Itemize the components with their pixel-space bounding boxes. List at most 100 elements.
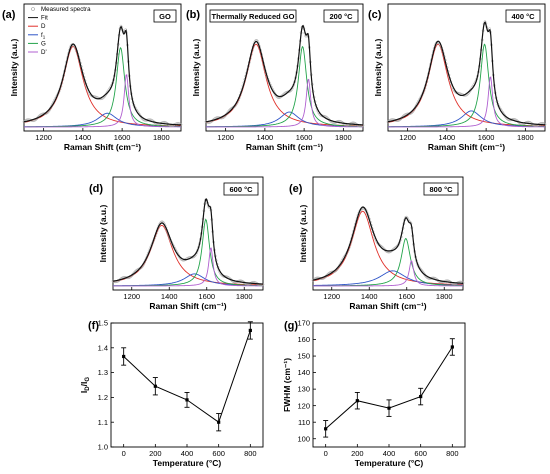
temperature-panel-g: 100 110 120 130 140 150 160 170 0 200 400 600 800 Tem… <box>282 319 466 468</box>
x-tick-label: 1600 <box>198 292 215 301</box>
data-point <box>324 427 328 431</box>
spectrum-panel-c: 1200 1400 1600 1800 Raman Shift (cm⁻¹) Intens… <box>368 3 547 152</box>
y-tick-label: 100 <box>297 434 310 443</box>
spectrum-panel-e: 1200 1400 1600 1800 Raman Shift (cm⁻¹) Intens… <box>289 176 465 311</box>
peak-curve-D <box>312 210 464 286</box>
fit-curve <box>312 206 464 284</box>
y-tick-label: 1.5 <box>98 319 108 328</box>
y-tick-label: 1.1 <box>98 418 108 427</box>
panel-label: (c) <box>368 9 382 21</box>
data-point <box>153 384 157 388</box>
sample-tag: 600 °C <box>229 185 253 194</box>
fit-curve <box>205 24 364 126</box>
panel-label: (g) <box>284 320 298 332</box>
plot-frame-a <box>23 3 182 132</box>
y-axis-title: FWHM (cm⁻¹) <box>282 358 292 412</box>
x-axis-title: Raman Shift (cm⁻¹) <box>246 142 323 152</box>
x-tick-label: 1800 <box>517 133 534 142</box>
peak-curve-Dprime <box>113 247 263 287</box>
subtitle-box <box>209 9 297 23</box>
x-tick-label: 600 <box>414 449 427 458</box>
x-tick-label: 400 <box>383 449 396 458</box>
x-tick-label: 1400 <box>257 133 274 142</box>
legend-label: Measured spectra <box>41 6 91 13</box>
x-tick-label: 1200 <box>123 292 140 301</box>
peak-curve-Dprime <box>24 74 182 128</box>
x-tick-label: 1200 <box>35 133 52 142</box>
peak-curve-D <box>112 224 264 286</box>
legend-label: D <box>41 23 46 30</box>
y-tick-label: 1.3 <box>98 368 108 377</box>
y-tick-label: 1.2 <box>98 393 108 402</box>
sample-tag-box <box>223 182 259 196</box>
x-tick-label: 1800 <box>335 133 352 142</box>
sample-tag-box <box>505 9 541 23</box>
y-tick-label: 1.0 <box>98 443 108 452</box>
sample-tag-box <box>153 9 177 23</box>
subtitle-text: Thermally Reduced GO <box>212 12 295 21</box>
x-tick-label: 1200 <box>399 133 416 142</box>
plot-frame-b <box>205 3 364 132</box>
sample-tag-box <box>323 9 359 23</box>
y-axis-title: Intensity (a.u.) <box>9 39 19 97</box>
legend-label: Fit <box>41 15 48 22</box>
y-axis-title-part: G <box>85 377 91 382</box>
y-axis-title-part: /I <box>79 382 89 387</box>
y-tick-label: 150 <box>297 352 310 361</box>
data-point <box>387 406 391 410</box>
x-tick-label: 1400 <box>361 292 378 301</box>
x-tick-label: 0 <box>122 449 126 458</box>
panel-label: (e) <box>289 183 303 195</box>
plot-frame-e <box>312 176 464 291</box>
panel-label: (d) <box>89 183 103 195</box>
x-axis-title: Raman Shift (cm⁻¹) <box>428 142 505 152</box>
y-tick-label: 160 <box>297 335 310 344</box>
data-point <box>355 399 359 403</box>
data-point <box>419 394 423 399</box>
sample-tag: GO <box>159 12 171 21</box>
sample-tag: 400 °C <box>511 12 535 21</box>
x-tick-label: 400 <box>181 449 194 458</box>
x-axis-title: Raman Shift (cm⁻¹) <box>64 142 141 152</box>
y-tick-label: 120 <box>297 401 310 410</box>
fit-curve <box>387 21 546 126</box>
legend-label: D' <box>41 49 47 56</box>
legend-label: f1 <box>41 32 46 40</box>
x-tick-label: 800 <box>446 449 459 458</box>
x-tick-label: 1400 <box>161 292 178 301</box>
data-point <box>450 345 454 349</box>
peak-curve-Dprime <box>205 78 364 128</box>
plot-frame-c <box>387 3 546 132</box>
peak-curve-Dprime <box>388 76 545 128</box>
panel-label: (f) <box>88 320 99 332</box>
x-tick-label: 1600 <box>398 292 415 301</box>
x-tick-label: 1600 <box>478 133 495 142</box>
x-tick-label: 1800 <box>436 292 453 301</box>
panel-label: (a) <box>2 9 16 21</box>
y-axis-title: Intensity (a.u.) <box>373 39 383 97</box>
y-axis-title-part: D <box>85 386 91 391</box>
y-axis-title: Intensity (a.u.) <box>191 39 201 97</box>
x-tick-label: 1800 <box>153 133 170 142</box>
x-tick-label: 1200 <box>217 133 234 142</box>
x-tick-label: 1200 <box>323 292 340 301</box>
sample-tag-box <box>423 182 459 196</box>
spectrum-panel-a: 1200 1400 1600 1800 Raman Shift (cm⁻¹) Intens… <box>2 3 183 152</box>
x-tick-label: 800 <box>244 449 257 458</box>
y-axis-title: Intensity (a.u.) <box>98 205 108 263</box>
fit-curve <box>23 25 182 126</box>
x-axis-title: Temperature (°C) <box>153 458 222 468</box>
temperature-panel-f: 1.0 1.1 1.2 1.3 1.4 1.5 0 200 400 600 800 Temperatu… <box>79 319 264 468</box>
x-tick-label: 200 <box>351 449 364 458</box>
plot-frame-d <box>112 176 264 291</box>
legend-label: G <box>41 40 46 47</box>
x-axis-title: Temperature (°C) <box>355 458 424 468</box>
y-tick-label: 140 <box>297 368 310 377</box>
y-tick-label: 170 <box>297 319 310 328</box>
x-tick-label: 1400 <box>75 133 92 142</box>
spectrum-panel-d: 1200 1400 1600 1800 Raman Shift (cm⁻¹) Intens… <box>89 176 265 311</box>
x-tick-label: 1800 <box>236 292 253 301</box>
y-axis-title: ID/IG <box>79 377 91 393</box>
spectrum-panel-b: 1200 1400 1600 1800 Raman Shift (cm⁻¹) Intens… <box>186 3 365 152</box>
